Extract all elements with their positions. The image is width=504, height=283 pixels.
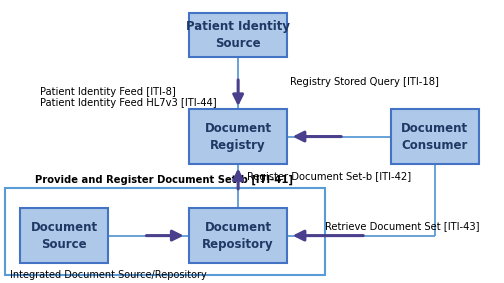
Text: Document
Repository: Document Repository bbox=[202, 220, 274, 251]
Text: Integrated Document Source/Repository: Integrated Document Source/Repository bbox=[10, 270, 207, 280]
FancyBboxPatch shape bbox=[391, 109, 479, 164]
Text: Patient Identity
Source: Patient Identity Source bbox=[186, 20, 290, 50]
Text: Registry Stored Query [ITI-18]: Registry Stored Query [ITI-18] bbox=[290, 77, 438, 87]
Text: Register Document Set-b [ITI-42]: Register Document Set-b [ITI-42] bbox=[247, 172, 411, 182]
FancyBboxPatch shape bbox=[189, 208, 287, 263]
Text: Document
Source: Document Source bbox=[31, 220, 98, 251]
Text: Provide and Register Document Set-b [ITI-41]: Provide and Register Document Set-b [ITI… bbox=[35, 175, 293, 185]
Text: Patient Identity Feed [ITI-8]
Patient Identity Feed HL7v3 [ITI-44]: Patient Identity Feed [ITI-8] Patient Id… bbox=[40, 87, 217, 108]
FancyBboxPatch shape bbox=[5, 188, 325, 275]
FancyBboxPatch shape bbox=[20, 208, 108, 263]
FancyBboxPatch shape bbox=[189, 109, 287, 164]
Text: Retrieve Document Set [ITI-43]: Retrieve Document Set [ITI-43] bbox=[325, 221, 480, 231]
Text: Document
Consumer: Document Consumer bbox=[401, 121, 468, 152]
Text: Document
Registry: Document Registry bbox=[205, 121, 272, 152]
FancyBboxPatch shape bbox=[189, 13, 287, 57]
